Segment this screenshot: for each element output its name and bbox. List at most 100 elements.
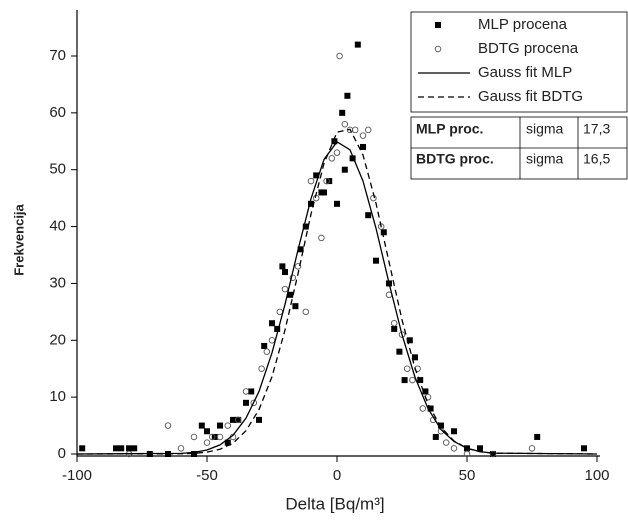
point xyxy=(79,445,86,452)
point xyxy=(118,445,125,452)
point xyxy=(422,388,429,395)
y-axis-label: Frekvencija xyxy=(11,203,26,275)
point xyxy=(333,149,341,156)
point xyxy=(190,433,198,441)
point xyxy=(177,445,185,452)
point xyxy=(204,428,210,435)
x-tick-label: -50 xyxy=(196,467,218,484)
point xyxy=(203,439,211,446)
point xyxy=(373,257,379,264)
point xyxy=(334,200,340,207)
point xyxy=(398,331,406,338)
point xyxy=(450,445,458,452)
point xyxy=(217,422,223,429)
point xyxy=(396,348,403,355)
y-tick-label: 70 xyxy=(49,47,66,64)
point xyxy=(351,126,359,134)
point xyxy=(126,445,132,452)
y-tick-label: 30 xyxy=(49,274,66,291)
point xyxy=(297,246,304,253)
point xyxy=(339,109,346,116)
point xyxy=(261,342,268,349)
y-tick-label: 0 xyxy=(58,445,66,462)
point xyxy=(438,422,444,429)
point xyxy=(302,308,310,316)
point xyxy=(331,138,338,145)
x-tick-label: -100 xyxy=(62,467,92,484)
table-cell: 17,3 xyxy=(583,121,610,137)
point xyxy=(282,269,288,276)
point xyxy=(235,416,242,423)
x-tick-label: 0 xyxy=(333,467,341,484)
point xyxy=(256,416,262,423)
point xyxy=(412,354,418,361)
point xyxy=(313,172,320,179)
point xyxy=(417,377,424,384)
point xyxy=(442,439,450,446)
point xyxy=(323,177,330,185)
point xyxy=(406,337,413,344)
x-tick-label: 50 xyxy=(459,467,476,484)
point xyxy=(242,388,250,395)
legend-label: MLP procena xyxy=(478,16,568,33)
point xyxy=(302,223,309,230)
point xyxy=(390,319,398,327)
point xyxy=(281,285,289,293)
point xyxy=(294,263,302,270)
point xyxy=(230,416,236,423)
y-tick-label: 10 xyxy=(49,388,66,405)
point xyxy=(308,200,314,207)
point xyxy=(208,433,216,441)
legend-box xyxy=(410,11,628,113)
legend-label: BDTG procena xyxy=(478,40,579,57)
point xyxy=(344,92,351,99)
y-tick-label: 50 xyxy=(49,161,66,178)
point xyxy=(401,377,408,384)
point xyxy=(380,229,387,236)
fit-line xyxy=(76,140,598,455)
point xyxy=(490,451,496,457)
point xyxy=(354,41,361,48)
point xyxy=(191,451,197,457)
point xyxy=(581,445,587,452)
point xyxy=(263,348,271,355)
point xyxy=(216,433,224,441)
point xyxy=(391,325,398,332)
point xyxy=(463,450,471,458)
table-cell: MLP proc. xyxy=(416,121,483,137)
point xyxy=(403,365,411,372)
point xyxy=(274,325,281,332)
point xyxy=(248,388,255,395)
point xyxy=(224,439,231,446)
legend-marker xyxy=(435,22,441,28)
point xyxy=(341,166,348,173)
legend-label: Gauss fit MLP xyxy=(478,64,572,81)
point xyxy=(321,189,327,196)
table-cell: sigma xyxy=(526,121,564,137)
point xyxy=(307,177,315,185)
point xyxy=(409,376,416,384)
point xyxy=(269,320,275,327)
point xyxy=(224,422,232,429)
y-tick-label: 60 xyxy=(49,104,66,121)
point xyxy=(534,433,541,440)
point xyxy=(477,445,483,452)
x-tick-label: 100 xyxy=(584,467,609,484)
table-cell: 16,5 xyxy=(583,151,610,167)
point xyxy=(336,52,343,60)
point xyxy=(349,155,356,162)
point xyxy=(328,155,336,162)
point xyxy=(289,274,297,281)
point xyxy=(164,422,172,429)
y-tick-label: 20 xyxy=(49,331,66,348)
x-axis-label: Delta [Bq/m³] xyxy=(285,494,384,513)
table-cell: BDTG proc. xyxy=(416,151,494,167)
point xyxy=(198,422,205,429)
point xyxy=(318,234,325,242)
point xyxy=(359,132,367,139)
table-cell: sigma xyxy=(526,151,564,167)
point xyxy=(234,416,242,424)
point xyxy=(451,428,457,435)
point xyxy=(341,120,349,128)
point xyxy=(419,405,427,412)
